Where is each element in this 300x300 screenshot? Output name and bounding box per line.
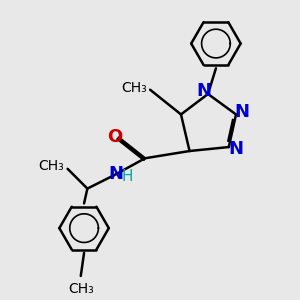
Text: N: N: [108, 165, 123, 183]
Text: CH₃: CH₃: [68, 282, 94, 296]
Text: H: H: [122, 169, 133, 184]
Text: O: O: [107, 128, 122, 146]
Text: N: N: [228, 140, 243, 158]
Text: N: N: [196, 82, 211, 100]
Text: CH₃: CH₃: [38, 158, 64, 172]
Text: CH₃: CH₃: [122, 81, 148, 95]
Text: N: N: [235, 103, 250, 121]
